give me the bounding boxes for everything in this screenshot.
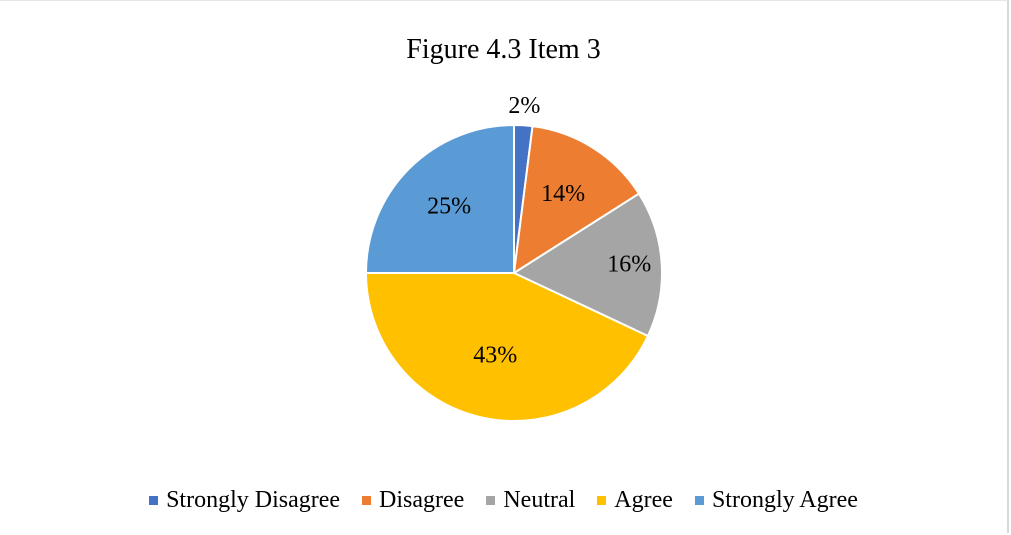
- legend-label: Strongly Agree: [711, 487, 858, 513]
- data-label-strongly-agree: 25%: [427, 194, 471, 220]
- legend-swatch: [486, 496, 496, 505]
- legend-item-neutral: Neutral: [486, 487, 575, 514]
- legend-item-agree: Agree: [597, 487, 673, 514]
- legend-label: Strongly Disagree: [166, 487, 341, 513]
- pie-slice-agree: [364, 272, 650, 422]
- legend-swatch: [149, 496, 159, 505]
- legend-label: Neutral: [503, 487, 576, 513]
- legend: Strongly Disagree Disagree Neutral Agree Str…: [0, 485, 1007, 514]
- legend-label: Disagree: [379, 487, 465, 513]
- chart-title: Figure 4.3 Item 3: [406, 34, 601, 65]
- legend-item-strongly-disagree: Strongly Disagree: [149, 487, 340, 514]
- pie-slice-neutral: [511, 192, 663, 338]
- pie-slice-strongly-agree: [364, 123, 515, 274]
- legend-label: Agree: [614, 487, 673, 513]
- legend-item-strongly-agree: Strongly Agree: [694, 487, 858, 514]
- legend-swatch: [597, 496, 607, 505]
- data-label-neutral: 16%: [607, 251, 651, 277]
- legend-swatch: [362, 496, 372, 505]
- pie-slice-disagree: [512, 125, 641, 275]
- data-label-disagree: 14%: [541, 181, 585, 207]
- data-label-agree: 43%: [473, 342, 517, 368]
- legend-item-disagree: Disagree: [362, 487, 464, 514]
- data-label-strongly-disagree: 2%: [508, 93, 540, 119]
- legend-swatch: [694, 496, 704, 505]
